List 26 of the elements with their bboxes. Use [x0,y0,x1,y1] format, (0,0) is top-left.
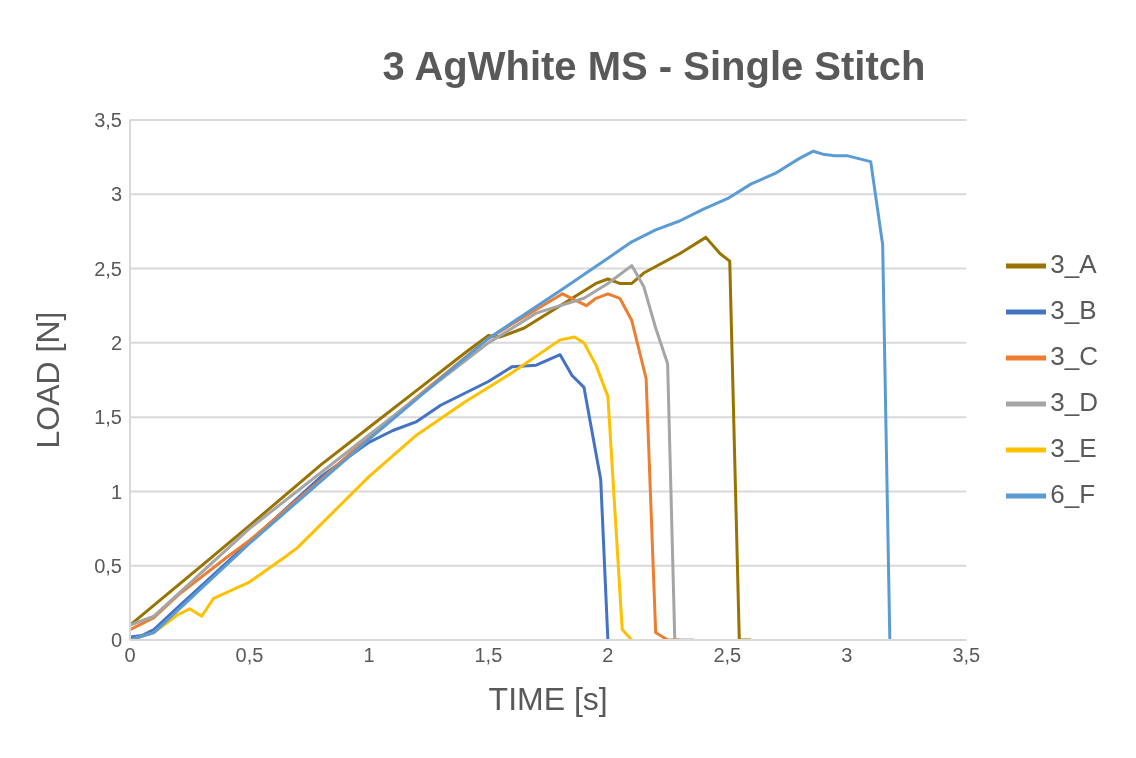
legend-label: 3_A [1050,249,1097,279]
y-tick-label: 3,5 [94,109,122,132]
x-tick-label: 3 [841,644,853,667]
y-tick-label: 1 [110,480,122,503]
x-tick-label: 1 [363,644,375,667]
y-tick-label: 1,5 [94,406,122,429]
y-tick-label: 3 [110,183,122,206]
legend-label: 3_B [1050,295,1097,325]
y-tick-label: 0,5 [94,554,122,577]
legend-label: 3_E [1050,433,1097,463]
y-tick-label: 2 [110,331,122,354]
x-tick-label: 2,5 [713,644,742,667]
x-tick-label: 2 [602,644,614,667]
x-tick-label: 3,5 [952,644,981,667]
x-tick-label: 1,5 [474,644,503,667]
y-tick-label: 0 [110,629,122,652]
legend-label: 6_F [1050,479,1096,509]
x-tick-label: 0,5 [235,644,264,667]
x-tick-label: 0 [124,644,136,667]
y-tick-label: 2,5 [94,257,122,280]
line-series [130,149,892,640]
legend-label: 3_C [1050,341,1098,371]
legend-label: 3_D [1050,387,1098,417]
x-axis-title: TIME [s] [488,681,608,717]
y-axis-title: LOAD [N] [30,311,67,449]
chart-title: 3 AgWhite MS - Single Stitch [381,44,927,89]
